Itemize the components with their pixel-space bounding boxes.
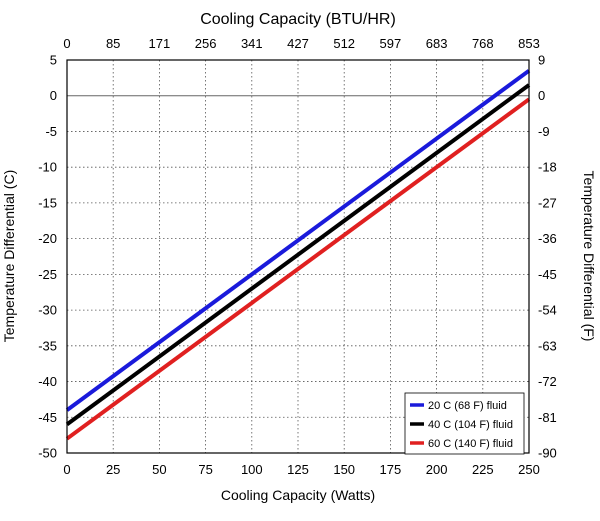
y-tick-label-right: 0 bbox=[538, 88, 545, 103]
y-axis-label-right: Temperature Differential (F) bbox=[581, 171, 597, 342]
y-tick-label-left: -45 bbox=[38, 410, 57, 425]
y-axis-label-left: Temperature Differential (C) bbox=[1, 170, 17, 342]
y-tick-label-right: -45 bbox=[538, 267, 557, 282]
y-tick-label-right: -54 bbox=[538, 303, 557, 318]
y-tick-label-left: -30 bbox=[38, 303, 57, 318]
top-tick-label: 341 bbox=[241, 36, 263, 51]
y-tick-label-right: -72 bbox=[538, 374, 557, 389]
tick-labels: 0025855017175256100341125427150512175597… bbox=[38, 36, 557, 477]
y-tick-label-right: -36 bbox=[538, 231, 557, 246]
y-tick-label-left: -35 bbox=[38, 338, 57, 353]
x-tick-label: 0 bbox=[63, 462, 70, 477]
top-tick-label: 85 bbox=[106, 36, 120, 51]
x-tick-label: 200 bbox=[426, 462, 448, 477]
x-tick-label: 25 bbox=[106, 462, 120, 477]
legend-label: 60 C (140 F) fluid bbox=[428, 438, 513, 450]
y-tick-label-left: -15 bbox=[38, 195, 57, 210]
legend-label: 20 C (68 F) fluid bbox=[428, 400, 507, 412]
legend: 20 C (68 F) fluid 40 C (104 F) fluid 60 C … bbox=[404, 392, 525, 455]
y-tick-label-left: -40 bbox=[38, 374, 57, 389]
x-tick-label: 150 bbox=[333, 462, 355, 477]
y-tick-label-right: -9 bbox=[538, 124, 550, 139]
x-axis-label: Cooling Capacity (Watts) bbox=[221, 487, 375, 503]
top-tick-label: 683 bbox=[426, 36, 448, 51]
plot-frame bbox=[66, 59, 530, 454]
y-tick-label-right: -63 bbox=[538, 338, 557, 353]
top-tick-label: 768 bbox=[472, 36, 494, 51]
y-tick-label-left: -50 bbox=[38, 446, 57, 461]
y-tick-label-right: 9 bbox=[538, 53, 545, 68]
y-tick-label-right: -18 bbox=[538, 160, 557, 175]
x-tick-label: 100 bbox=[241, 462, 263, 477]
y-tick-label-left: 5 bbox=[50, 53, 57, 68]
legend-box bbox=[404, 392, 525, 455]
y-tick-label-right: -81 bbox=[538, 410, 557, 425]
x-tick-label: 50 bbox=[152, 462, 166, 477]
x-tick-label: 175 bbox=[380, 462, 402, 477]
top-tick-label: 512 bbox=[333, 36, 355, 51]
x-tick-label: 125 bbox=[287, 462, 309, 477]
series-line bbox=[65, 83, 531, 427]
series-line bbox=[65, 69, 531, 412]
x-tick-label: 250 bbox=[518, 462, 540, 477]
y-tick-label-left: 0 bbox=[50, 88, 57, 103]
y-tick-label-left: -20 bbox=[38, 231, 57, 246]
top-tick-label: 0 bbox=[63, 36, 70, 51]
top-tick-label: 853 bbox=[518, 36, 540, 51]
top-tick-label: 171 bbox=[149, 36, 171, 51]
series-lines bbox=[65, 69, 531, 441]
x-tick-label: 225 bbox=[472, 462, 494, 477]
y-tick-label-left: -25 bbox=[38, 267, 57, 282]
series-line bbox=[65, 97, 531, 441]
y-tick-label-right: -27 bbox=[538, 195, 557, 210]
y-tick-label-right: -90 bbox=[538, 446, 557, 461]
chart-title: Cooling Capacity (BTU/HR) bbox=[200, 11, 396, 28]
top-tick-label: 427 bbox=[287, 36, 309, 51]
top-tick-label: 597 bbox=[380, 36, 402, 51]
y-tick-label-left: -10 bbox=[38, 160, 57, 175]
y-tick-label-left: -5 bbox=[45, 124, 57, 139]
x-tick-label: 75 bbox=[198, 462, 212, 477]
top-tick-label: 256 bbox=[195, 36, 217, 51]
legend-label: 40 C (104 F) fluid bbox=[428, 419, 513, 431]
